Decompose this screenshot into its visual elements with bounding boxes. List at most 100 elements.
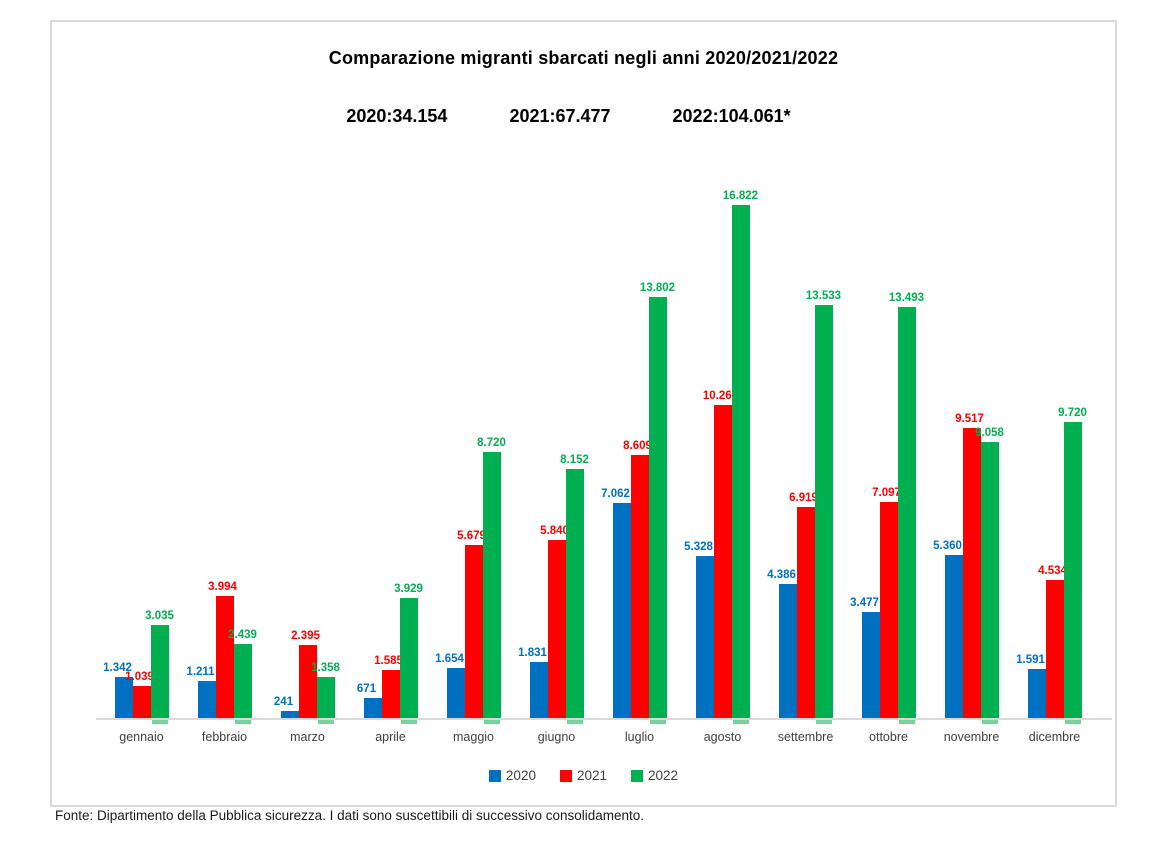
- source-note: Fonte: Dipartimento della Pubblica sicur…: [55, 808, 645, 823]
- bar-value-label-2020-gennaio: 1.342: [103, 662, 132, 674]
- bar-shadow-2022-ottobre: [898, 720, 915, 724]
- bar-value-label-2020-settembre: 4.386: [767, 569, 796, 581]
- bar-value-label-2020-maggio: 1.654: [435, 653, 464, 665]
- bar-value-label-2022-novembre: 9.058: [975, 427, 1004, 439]
- legend-swatch-2020: [488, 769, 501, 782]
- bar-2022-agosto: [731, 205, 750, 718]
- total-2022: 2022:104.061*: [672, 106, 791, 126]
- x-axis-label-luglio: luglio: [624, 730, 655, 744]
- plot-area: 1.342 1.039 3.035 1.211 3.994 2.439 241 2.395 1.…: [100, 190, 1096, 724]
- bar-2020-febbraio: [197, 681, 216, 718]
- bar-2021-febbraio: [215, 596, 234, 718]
- bar-value-label-2022-giugno: 8.152: [560, 454, 589, 466]
- bar-2020-agosto: [695, 556, 714, 718]
- bar-shadow-2022-agosto: [732, 720, 749, 724]
- bar-value-label-2022-agosto: 16.822: [722, 190, 759, 202]
- bar-2022-novembre: [980, 442, 999, 718]
- legend-label-2020: 2020: [505, 768, 536, 783]
- bar-2021-luglio: [630, 455, 649, 718]
- legend-item-2022: 2022: [631, 768, 678, 783]
- chart-container: Comparazione migranti sbarcati negli ann…: [50, 20, 1117, 807]
- x-axis-labels: gennaio febbraio marzo aprile maggio giugno lu…: [100, 730, 1096, 748]
- bar-value-label-2021-novembre: 9.517: [955, 413, 984, 425]
- bar-2020-gennaio: [114, 677, 133, 718]
- bar-value-label-2022-ottobre: 13.493: [888, 292, 925, 304]
- bar-value-label-2021-agosto: 10.269: [702, 390, 739, 402]
- bar-2021-marzo: [298, 645, 317, 718]
- bar-value-label-2020-aprile: 671: [356, 683, 377, 695]
- bar-value-label-2022-dicembre: 9.720: [1058, 407, 1087, 419]
- bar-value-label-2020-giugno: 1.831: [518, 647, 547, 659]
- bar-2020-giugno: [529, 662, 548, 718]
- bar-value-label-2020-ottobre: 3.477: [850, 597, 879, 609]
- bar-2022-gennaio: [150, 625, 169, 718]
- x-axis-label-febbraio: febbraio: [201, 730, 248, 744]
- x-axis-label-aprile: aprile: [375, 730, 406, 744]
- legend-item-2020: 2020: [488, 768, 536, 783]
- legend-label-2022: 2022: [648, 768, 679, 783]
- bar-value-label-2021-gennaio: 1.039: [125, 671, 154, 683]
- bar-2021-dicembre: [1045, 580, 1064, 718]
- bar-value-label-2022-gennaio: 3.035: [145, 610, 174, 622]
- bar-shadow-2022-maggio: [483, 720, 500, 724]
- legend: 2020 2021 2022: [52, 768, 1115, 783]
- bar-value-label-2022-settembre: 13.533: [805, 290, 842, 302]
- yearly-totals: 2020:34.154 2021:67.477 2022:104.061*: [37, 106, 1100, 127]
- bar-shadow-2022-dicembre: [1064, 720, 1081, 724]
- x-axis-label-gennaio: gennaio: [119, 730, 164, 744]
- bar-value-label-2021-ottobre: 7.097: [872, 487, 901, 499]
- x-axis-label-ottobre: ottobre: [869, 730, 908, 744]
- bar-2022-dicembre: [1063, 422, 1082, 718]
- x-axis-line: [96, 718, 1112, 720]
- bar-value-label-2022-febbraio: 2.439: [228, 629, 257, 641]
- bar-2020-dicembre: [1027, 669, 1046, 718]
- bar-2022-luglio: [648, 297, 667, 718]
- bar-shadow-2022-marzo: [317, 720, 334, 724]
- legend-swatch-2022: [631, 769, 644, 782]
- bar-value-label-2020-febbraio: 1.211: [186, 666, 215, 678]
- bar-2021-maggio: [464, 545, 483, 718]
- bar-2022-aprile: [399, 598, 418, 718]
- bar-shadow-2022-febbraio: [234, 720, 251, 724]
- total-2020: 2020:34.154: [346, 106, 448, 126]
- bar-value-label-2022-maggio: 8.720: [477, 437, 506, 449]
- bar-value-label-2021-aprile: 1.585: [374, 655, 403, 667]
- bar-2020-marzo: [280, 711, 299, 718]
- bar-value-label-2020-dicembre: 1.591: [1016, 654, 1045, 666]
- bar-value-label-2020-marzo: 241: [273, 696, 294, 708]
- bar-shadow-2022-luglio: [649, 720, 666, 724]
- legend-swatch-2021: [559, 769, 572, 782]
- x-axis-label-maggio: maggio: [453, 730, 494, 744]
- bar-value-label-2022-marzo: 1.358: [311, 662, 340, 674]
- legend-item-2021: 2021: [559, 768, 608, 783]
- bar-shadow-2022-giugno: [566, 720, 583, 724]
- x-axis-label-dicembre: dicembre: [1028, 730, 1081, 744]
- bar-value-label-2020-novembre: 5.360: [933, 540, 962, 552]
- bar-2022-maggio: [482, 452, 501, 718]
- bar-value-label-2021-febbraio: 3.994: [208, 581, 237, 593]
- bar-2021-giugno: [547, 540, 566, 718]
- bar-2022-ottobre: [897, 307, 916, 718]
- bar-shadow-2022-novembre: [981, 720, 998, 724]
- bar-2021-settembre: [796, 507, 815, 718]
- total-2021: 2021:67.477: [509, 106, 611, 126]
- bar-2020-ottobre: [861, 612, 880, 718]
- chart-title: Comparazione migranti sbarcati negli ann…: [328, 48, 839, 68]
- bar-value-label-2020-agosto: 5.328: [684, 541, 713, 553]
- bar-2021-ottobre: [879, 502, 898, 718]
- bar-2020-novembre: [944, 555, 963, 718]
- bar-2022-marzo: [316, 677, 335, 718]
- legend-label-2021: 2021: [576, 768, 608, 783]
- bar-value-label-2021-giugno: 5.840: [540, 525, 569, 537]
- bar-2021-aprile: [381, 670, 400, 718]
- x-axis-label-marzo: marzo: [290, 730, 325, 744]
- x-axis-label-agosto: agosto: [703, 730, 742, 744]
- bar-2020-settembre: [778, 584, 797, 718]
- bar-value-label-2020-luglio: 7.062: [601, 488, 630, 500]
- bar-value-label-2021-settembre: 6.919: [789, 492, 818, 504]
- bar-2022-febbraio: [233, 644, 252, 718]
- bar-shadow-2022-gennaio: [151, 720, 168, 724]
- x-axis-label-giugno: giugno: [537, 730, 576, 744]
- bar-value-label-2022-aprile: 3.929: [394, 583, 423, 595]
